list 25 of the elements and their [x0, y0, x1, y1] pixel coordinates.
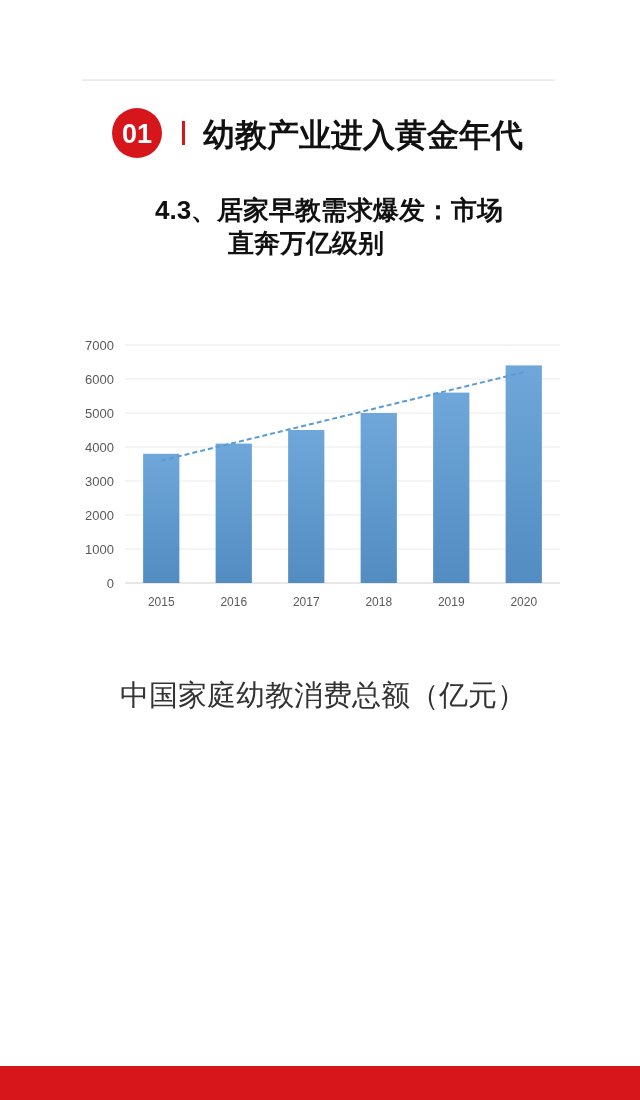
y-tick-label: 3000: [85, 473, 114, 489]
bar: [360, 413, 397, 583]
x-tick-label: 2019: [437, 595, 465, 609]
x-tick-label: 2020: [510, 595, 538, 609]
y-tick-label: 6000: [85, 371, 114, 387]
chart-title: 幼教产业进入黄金年代: [203, 117, 523, 153]
bar: [288, 430, 325, 583]
x-tick-label: 2016: [220, 595, 248, 609]
line-series: [160, 371, 525, 462]
bar: [215, 443, 252, 583]
x-tick-label: 2015: [147, 595, 175, 609]
text: 01: [121, 119, 153, 149]
y-tick-label: 4000: [85, 439, 114, 455]
y-tick-label: 1000: [85, 541, 114, 557]
x-tick-label: 2018: [365, 595, 393, 609]
y-tick-label: 2000: [85, 507, 114, 523]
chart-subtitle: 4.3、居家早教需求爆发：市场直奔万亿级别: [155, 195, 504, 258]
y-tick-label: 0: [106, 575, 114, 591]
text: 中国家庭幼教消费总额（亿元）: [120, 679, 526, 711]
bar: [433, 392, 470, 583]
y-tick-label: 5000: [85, 405, 114, 421]
bar: [505, 365, 542, 583]
x-tick-label: 2017: [292, 595, 320, 609]
bar: [143, 453, 180, 583]
y-tick-label: 7000: [85, 337, 114, 353]
